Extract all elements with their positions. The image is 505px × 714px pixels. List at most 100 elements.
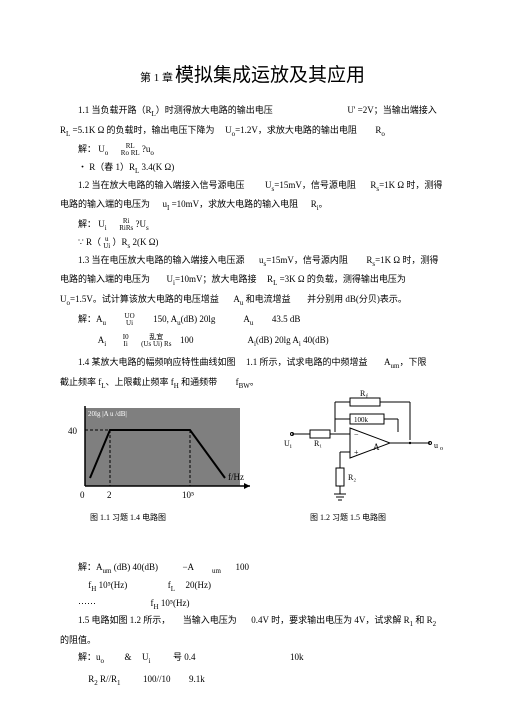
- text: 解：A: [78, 562, 103, 572]
- opamp-circuit: Rf 100k − + A R₁: [280, 390, 450, 510]
- sub: o: [381, 129, 385, 137]
- text: ）时测得放大电路的输出电压: [156, 105, 273, 115]
- svg-text:+: +: [354, 448, 359, 457]
- sub: i: [104, 340, 106, 348]
- text: 10⁵(Hz): [96, 580, 127, 590]
- svg-text:R₁: R₁: [314, 439, 322, 448]
- text: 和通频带: [179, 377, 217, 387]
- text: 0.4V 时，要求输出电压为 4V，试求解 R: [251, 615, 409, 625]
- text: 10k: [290, 652, 304, 662]
- bode-plot: 20lg |A u /dB| 40 0 2 10⁵ f/Hz: [60, 400, 260, 510]
- text: 20(Hz): [185, 580, 211, 590]
- text: 1.1 当负载开路（R: [78, 105, 152, 115]
- text: 。: [250, 377, 259, 387]
- x-tick-0: 0: [80, 490, 85, 500]
- page-title: 第 1 章模拟集成运放及其应用: [60, 60, 445, 87]
- text: 电路的输入端的电压为: [60, 274, 150, 284]
- text: ⋯⋯: [78, 598, 96, 608]
- solution-1-1b: ・ R（春 1）RL 3.4(K Ω): [78, 160, 445, 178]
- text: ・ R（春 1）R: [78, 162, 135, 172]
- text: =1.5V。试计算该放大电路的电压增益: [70, 294, 219, 304]
- text: (dB) 20lg: [181, 314, 216, 324]
- svg-text:i: i: [290, 444, 292, 450]
- text: 。: [319, 199, 328, 209]
- sub: BW: [239, 381, 250, 389]
- text: 9.1k: [189, 674, 205, 684]
- sub: o: [101, 657, 105, 665]
- solution-1-3a: 解：Au UO Ui 150, Au(dB) 20lg Au 43.5 dB: [78, 312, 445, 330]
- text: =1.2V，求放大电路的输出电阻: [235, 125, 357, 135]
- svg-text:u: u: [434, 441, 438, 450]
- solution-1-4c: ⋯⋯ fH 10⁵(Hz): [78, 596, 445, 614]
- label: 解：: [78, 144, 96, 154]
- svg-text:100k: 100k: [354, 416, 369, 424]
- fraction: u Ui: [103, 236, 110, 250]
- text: 100//10: [143, 674, 171, 684]
- svg-text:o: o: [440, 446, 443, 452]
- sub: i: [149, 657, 151, 665]
- text: =3K Ω 的负载，测得输出电压为: [277, 274, 406, 284]
- den: U: [151, 340, 158, 348]
- solution-1-2: 解： Ui Ri RiRs ?Us: [78, 217, 445, 235]
- text: ∵ R（: [78, 237, 101, 247]
- text: 150, A: [153, 314, 177, 324]
- solution-1-4b: fH 10⁵(Hz) fL 20(Hz): [78, 578, 445, 596]
- y-tick-40: 40: [68, 426, 78, 436]
- fraction: I0 Ii: [123, 334, 129, 348]
- problem-1-3b: 电路的输入端的电压为 Ui=10mV；放大电路接 RL =3K Ω 的负载，测得…: [60, 272, 445, 290]
- text: 和 R: [413, 615, 433, 625]
- label: 解：: [78, 219, 96, 229]
- text: 、上限截止频率 f: [106, 377, 174, 387]
- fig1-caption: 图 1.1 习题 1.4 电路图: [90, 512, 166, 523]
- sub: u: [103, 318, 107, 326]
- text: 号 0.4: [173, 652, 196, 662]
- svg-text:A: A: [373, 442, 380, 452]
- text: 并分别用 dB(分贝)表示。: [307, 294, 407, 304]
- text: ，下限: [399, 357, 426, 367]
- text: =1K Ω 时，测得: [379, 180, 442, 190]
- figure-row: 20lg |A u /dB| 40 0 2 10⁵ f/Hz 图 1.1 习题 …: [60, 400, 445, 560]
- text: 2(K Ω): [130, 237, 158, 247]
- chapter-prefix: 第 1 章: [140, 72, 173, 84]
- text: =5.1K Ω 的负载时，输出电压下降为: [70, 125, 214, 135]
- solution-1-5a: 解：uo & Ui 号 0.4 10k: [78, 650, 445, 668]
- text: =10mV，求放大电路的输入电阻: [169, 199, 298, 209]
- svg-text:−: −: [354, 430, 359, 439]
- problem-1-1-line2: RL =5.1K Ω 的负载时，输出电压下降为 Uo=1.2V，求放大电路的输出…: [60, 123, 445, 141]
- text: 43.5 dB: [272, 314, 301, 324]
- fraction: RL Ro RL: [121, 143, 140, 157]
- solution-1-2b: ∵ R（ u Ui ）Rs 2(K Ω): [78, 235, 445, 253]
- problem-1-3: 1.3 当在电压放大电路的输入端接入电压源 us=15mV，信号源内阻 Rs=1…: [60, 253, 445, 271]
- text: 1.5 电路如图 1.2 所示，: [78, 615, 170, 625]
- text: 100: [236, 562, 250, 572]
- title-main: 模拟集成运放及其应用: [175, 65, 365, 86]
- text: 截止频率 f: [60, 377, 101, 387]
- sub: L: [171, 585, 175, 593]
- sub: 2: [433, 620, 437, 628]
- fraction: Ri RiRs: [119, 218, 133, 232]
- text: U' =2V；当输出端接入: [347, 105, 436, 115]
- text: −A: [182, 562, 193, 572]
- text: 电路的输入端的电压为: [60, 199, 150, 209]
- text: ）R: [113, 237, 128, 247]
- text: (dB) 20lg A: [256, 335, 299, 345]
- sub: u: [250, 318, 254, 326]
- problem-1-2: 1.2 当在放大电路的输入端接入信号源电压 Us=15mV，信号源电阻 Rs=1…: [60, 178, 445, 196]
- solution-1-5b: R2 R//R1 100//10 9.1k: [78, 672, 445, 690]
- text: ?U: [136, 219, 147, 229]
- sub: um: [212, 567, 221, 575]
- fraction: 乱宜 (Us Ui) Rs: [141, 334, 171, 348]
- text: 解：A: [78, 314, 103, 324]
- x-tick-1e5: 10⁵: [182, 490, 194, 500]
- solution-1-1: 解： Uo RL Ro RL ?uo: [78, 142, 445, 160]
- problem-1-5: 1.5 电路如图 1.2 所示， 当输入电压为 0.4V 时，要求输出电压为 4…: [60, 613, 445, 631]
- fig2-caption: 图 1.2 习题 1.5 电路图: [310, 512, 386, 523]
- text: =15mV，信号源内阻: [266, 255, 348, 265]
- text: 3.4(K Ω): [139, 162, 174, 172]
- text: 当输入电压为: [183, 615, 237, 625]
- solution-1-3b: Ai I0 Ii 乱宜 (Us Ui) Rs 100 Ai(dB) 20lg A…: [78, 333, 445, 351]
- text: =10mV；放大电路接: [175, 274, 257, 284]
- text: 和电流增益: [243, 294, 290, 304]
- text: R//R: [98, 674, 117, 684]
- y-axis-label: 20lg |A u /dB|: [88, 410, 127, 418]
